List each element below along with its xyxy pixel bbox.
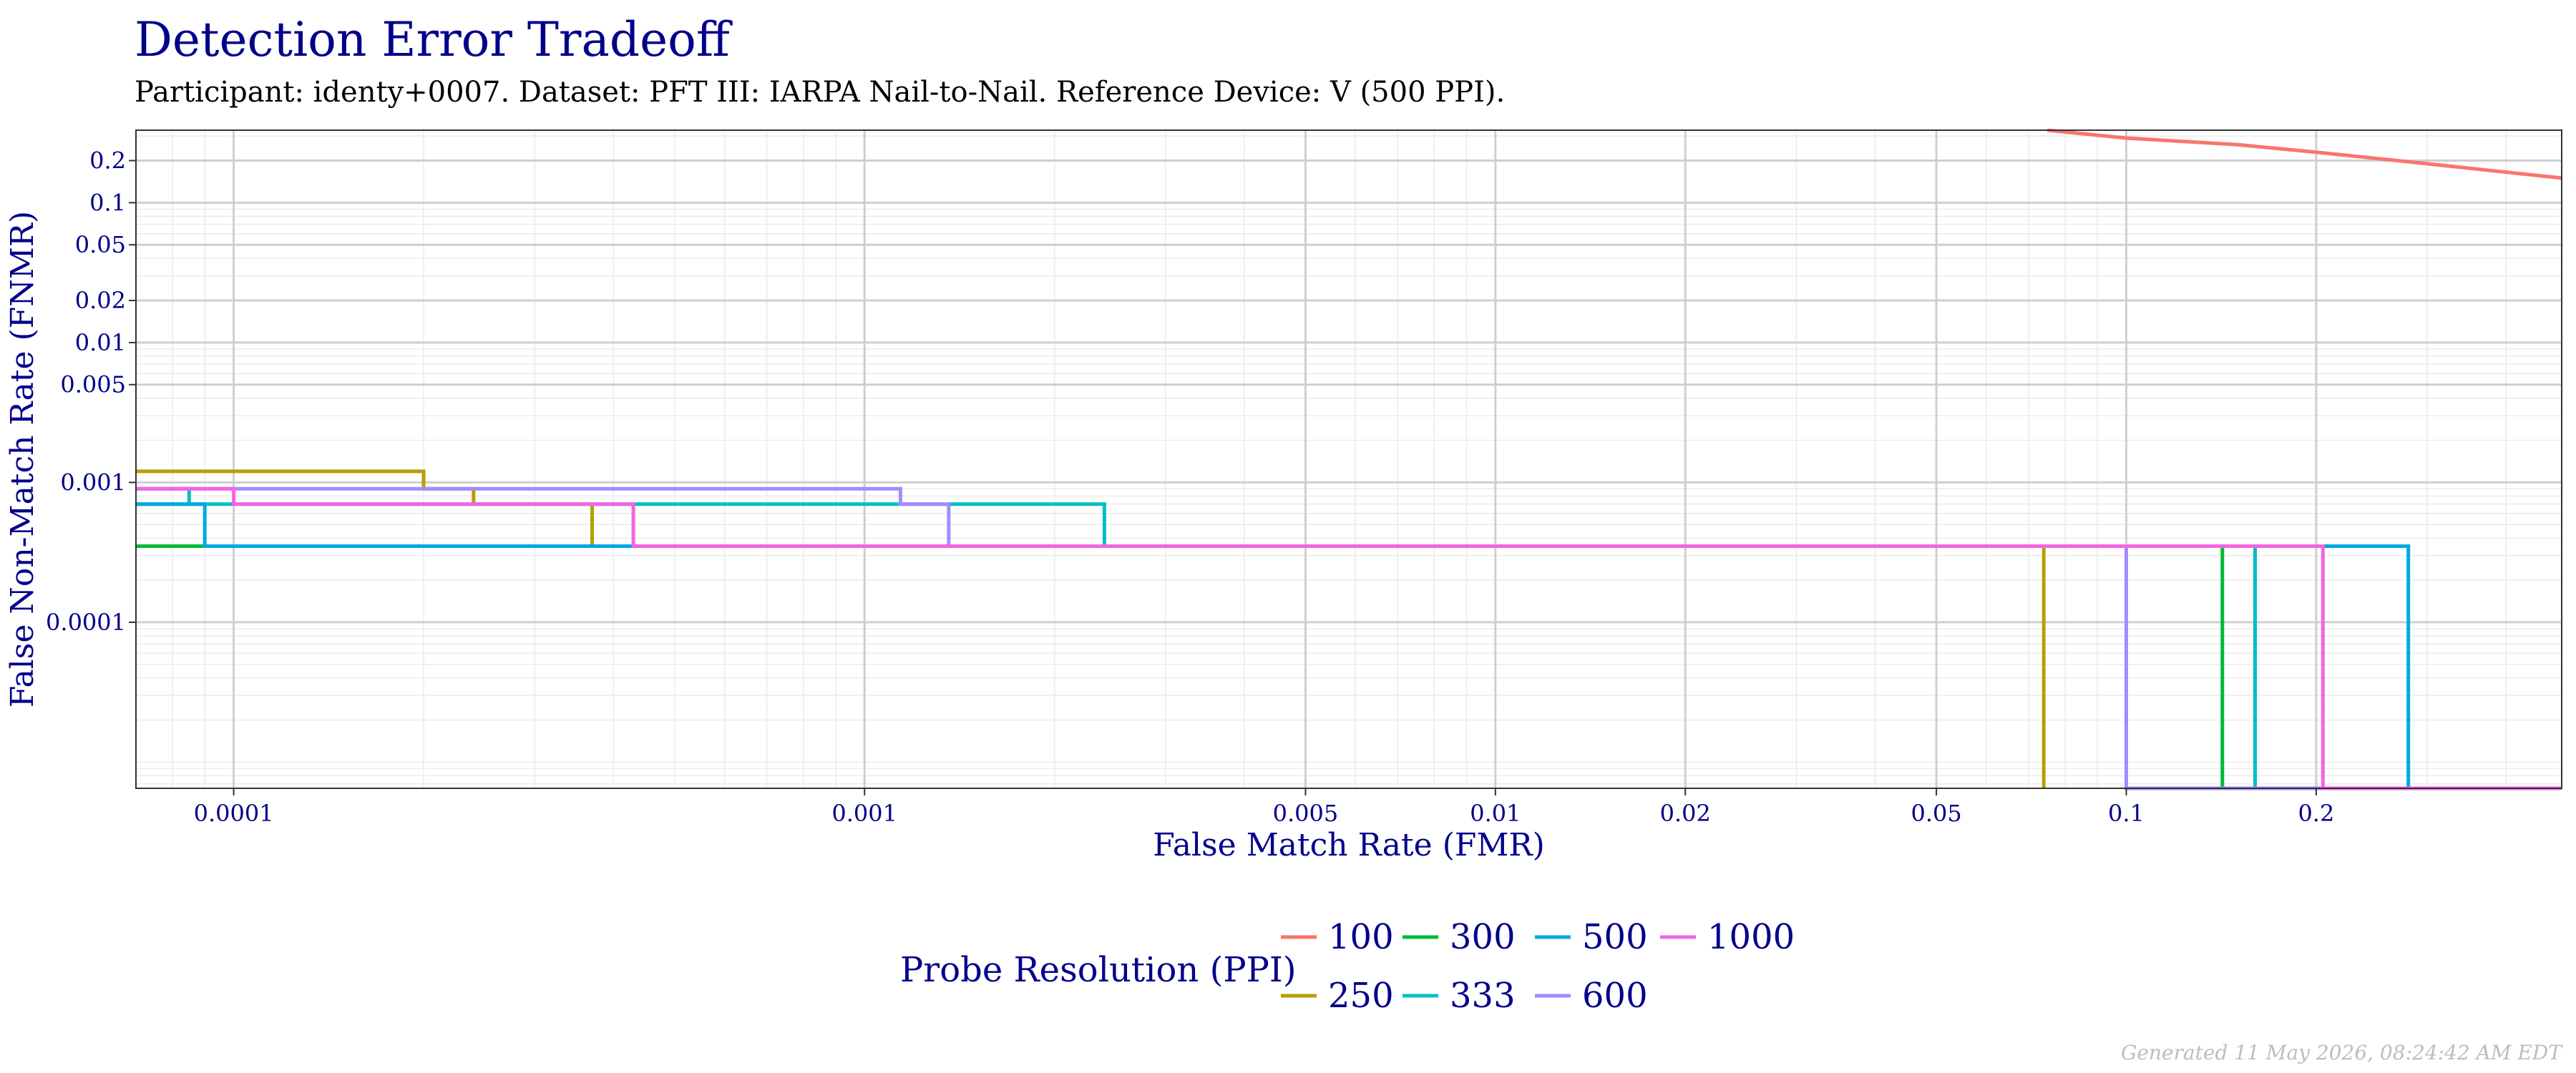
y-tick-label: 0.1 [89,189,126,216]
x-tick-label: 0.02 [1660,800,1711,827]
legend-label-300: 300 [1450,917,1516,957]
y-tick-label: 0.2 [89,147,126,175]
series-line-1000 [136,486,2562,790]
y-tick-label: 0.001 [60,469,126,496]
legend-label-100: 100 [1328,917,1394,957]
plot-border [135,129,2562,789]
x-axis-ticks: 0.0001 0.001 0.005 0.01 0.02 0.05 0.1 0.2 [194,788,2334,827]
legend-label-250: 250 [1328,976,1394,1016]
generated-timestamp: Generated 11 May 2026, 08:24:42 AM EDT [2121,1041,2563,1064]
legend-label-333: 333 [1450,976,1516,1016]
y-tick-label: 0.005 [60,371,126,398]
chart-title: Detection Error Tradeoff [135,12,733,67]
y-tick-label: 0.02 [75,287,126,314]
major-gridlines [136,130,2562,788]
x-tick-label: 0.2 [2298,800,2334,827]
y-tick-label: 0.05 [75,231,126,258]
legend-title: Probe Resolution (PPI) [900,950,1297,990]
plot-panel [136,130,2562,788]
legend-label-500: 500 [1582,917,1648,957]
series-line-100 [2047,128,2562,180]
legend-items: 100 250 300 333 500 600 1000 [1281,917,1795,1016]
legend: Probe Resolution (PPI) 100 250 300 333 500 60… [900,917,1795,1016]
x-tick-label: 0.005 [1273,800,1339,827]
series-line-600 [136,486,2562,790]
legend-label-600: 600 [1582,976,1648,1016]
legend-label-1000: 1000 [1707,917,1795,957]
chart-subtitle: Participant: identy+0007. Dataset: PFT I… [135,76,1505,109]
y-tick-label: 0.01 [75,329,126,356]
x-axis-title: False Match Rate (FMR) [1153,827,1545,863]
x-tick-label: 0.1 [2108,800,2145,827]
x-tick-label: 0.01 [1470,800,1521,827]
y-axis-title: False Non-Match Rate (FNMR) [4,211,41,707]
x-tick-label: 0.0001 [194,800,274,827]
y-axis-ticks: 0.2 0.1 0.05 0.02 0.01 0.005 0.001 0.0001 [46,147,136,636]
y-tick-label: 0.0001 [46,609,126,636]
x-tick-label: 0.001 [831,800,897,827]
x-tick-label: 0.05 [1911,800,1961,827]
plot-area [135,128,2562,790]
